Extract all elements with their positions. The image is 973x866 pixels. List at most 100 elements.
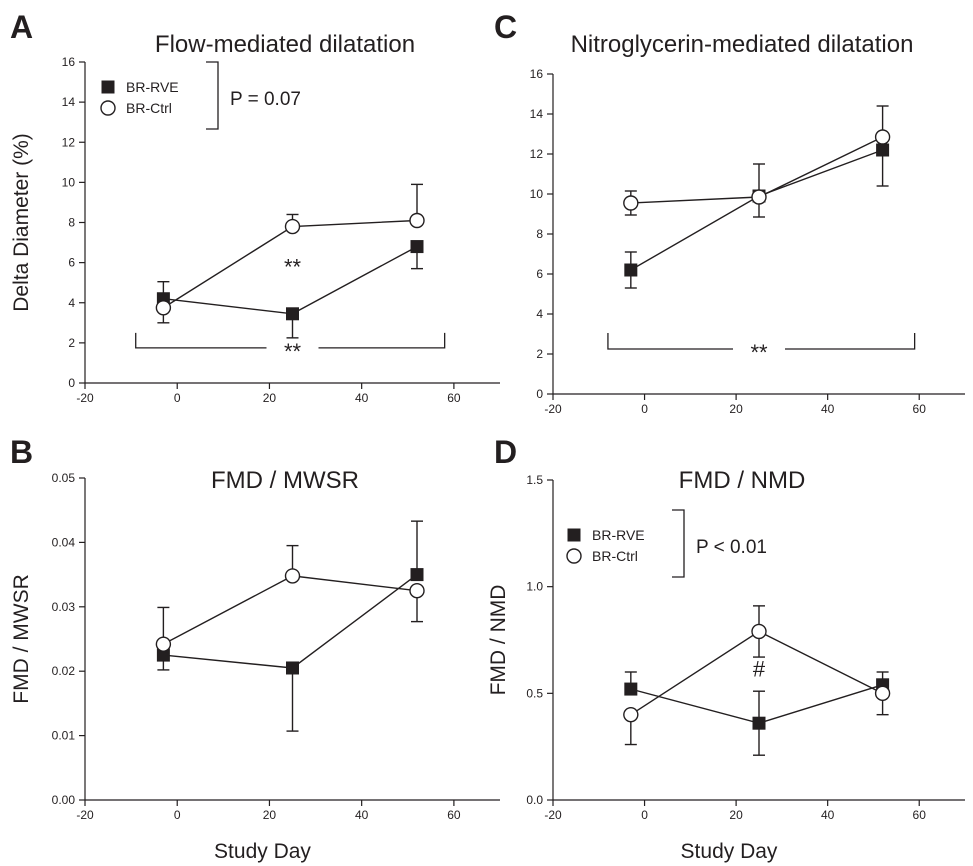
significance-marker: # — [753, 656, 766, 681]
x-tick-label: -20 — [544, 808, 562, 822]
x-tick-label: 40 — [821, 808, 835, 822]
data-point-circle — [874, 685, 891, 702]
data-point-circle — [874, 129, 891, 145]
series-br-ctrl — [623, 605, 891, 746]
x-tick-label: 0 — [174, 391, 181, 405]
data-point-square — [410, 240, 424, 254]
legend-marker-circle — [100, 100, 116, 116]
y-tick-label: 0.0 — [526, 793, 543, 807]
y-tick-label: 0.5 — [526, 686, 543, 700]
significance-bracket — [135, 332, 446, 349]
y-tick-label: 1.0 — [526, 580, 543, 594]
y-tick-label: 14 — [62, 95, 76, 109]
series-br-ctrl — [623, 105, 891, 218]
x-tick-label: -20 — [76, 391, 94, 405]
x-tick-label: 60 — [913, 402, 927, 416]
series-br-ctrl — [155, 183, 425, 324]
series-line — [163, 575, 418, 645]
legend-label: BR-Ctrl — [592, 548, 638, 564]
data-point-circle — [751, 189, 767, 205]
x-tick-label: 20 — [729, 402, 743, 416]
x-tick-label: 60 — [447, 391, 461, 405]
x-tick-label: -20 — [76, 808, 94, 822]
data-point-square — [876, 143, 890, 157]
y-tick-label: 0.01 — [52, 729, 76, 743]
x-tick-label: 40 — [355, 391, 369, 405]
x-axis-label: Study Day — [214, 840, 311, 863]
x-tick-label: 60 — [913, 808, 927, 822]
x-tick-label: 20 — [263, 808, 277, 822]
x-tick-label: 0 — [641, 808, 648, 822]
data-point-circle — [409, 212, 425, 229]
panel-title: Flow-mediated dilatation — [155, 31, 415, 58]
y-tick-label: 6 — [536, 267, 543, 281]
y-tick-label: 0.04 — [52, 535, 76, 549]
x-tick-label: 40 — [355, 808, 369, 822]
y-tick-label: 10 — [530, 187, 544, 201]
legend-bracket — [206, 61, 219, 130]
x-tick-label: 60 — [447, 808, 461, 822]
series-br-rve — [624, 143, 890, 289]
p-value-label: P = 0.07 — [230, 89, 301, 110]
legend-marker-circle — [566, 548, 582, 564]
data-point-square — [286, 661, 299, 675]
legend: BR-RVE BR-Ctrl P = 0.07 — [100, 61, 301, 130]
panel-title: Nitroglycerin-mediated dilatation — [571, 31, 914, 58]
panel-a: A Flow-mediated dilatation-20 0 20 40 6002468… — [10, 9, 500, 405]
data-point-square — [624, 682, 638, 696]
y-tick-label: 0.03 — [52, 600, 76, 614]
legend-marker-square — [101, 80, 115, 94]
data-point-circle — [623, 195, 639, 211]
significance-marker: ** — [750, 340, 768, 365]
legend-bracket — [672, 509, 685, 578]
x-tick-label: 0 — [641, 402, 648, 416]
series-br-rve — [624, 671, 890, 756]
data-point-circle — [284, 218, 301, 235]
panel-letter: B — [10, 434, 33, 470]
panel-letter: A — [10, 9, 33, 45]
data-point-square — [156, 648, 170, 662]
legend-label: BR-RVE — [592, 527, 645, 543]
x-axis-label: Study Day — [681, 840, 778, 863]
y-tick-label: 14 — [530, 107, 544, 121]
data-point-circle — [284, 568, 301, 584]
series-br-rve — [156, 520, 424, 732]
y-axis-label: Delta Diameter (%) — [10, 133, 33, 312]
panel-title: FMD / MWSR — [211, 467, 359, 494]
series-line — [630, 149, 883, 271]
x-tick-label: 20 — [263, 391, 277, 405]
legend: BR-RVE BR-Ctrl P < 0.01 — [566, 509, 767, 578]
panel-c: C Nitroglycerin-mediated dilatation-20 0 20… — [494, 9, 965, 416]
y-tick-label: 0.02 — [52, 664, 76, 678]
data-point-square — [410, 568, 424, 582]
panel-title: FMD / NMD — [679, 467, 806, 494]
x-tick-label: 40 — [821, 402, 835, 416]
y-tick-label: 0.05 — [52, 471, 76, 485]
y-tick-label: 4 — [68, 296, 75, 310]
y-tick-label: 16 — [62, 55, 76, 69]
data-point-circle — [623, 706, 639, 723]
y-tick-label: 4 — [536, 307, 543, 321]
data-point-circle — [751, 623, 767, 640]
x-tick-label: 0 — [174, 808, 181, 822]
y-tick-label: 8 — [536, 227, 543, 241]
panel-d: D FMD / NMD -20 0 20 40 60 0.0 0.5 1.0 1.5 FMD / NM… — [487, 434, 965, 863]
y-tick-label: 2 — [68, 336, 75, 350]
y-axis-label: FMD / NMD — [487, 585, 510, 696]
significance-bracket — [607, 333, 916, 350]
y-tick-label: 8 — [68, 216, 75, 230]
data-point-square — [286, 307, 299, 321]
legend-label: BR-RVE — [126, 79, 179, 95]
panel-letter: C — [494, 9, 517, 45]
y-tick-label: 1.5 — [526, 473, 543, 487]
data-point-square — [624, 263, 638, 277]
y-tick-label: 0 — [536, 387, 543, 401]
y-tick-label: 16 — [530, 67, 544, 81]
data-point-circle — [155, 636, 172, 652]
significance-marker: ** — [284, 339, 302, 364]
y-tick-label: 0 — [68, 376, 75, 390]
legend-marker-square — [567, 528, 581, 542]
series-br-ctrl — [155, 544, 425, 652]
y-tick-label: 0.00 — [52, 793, 76, 807]
